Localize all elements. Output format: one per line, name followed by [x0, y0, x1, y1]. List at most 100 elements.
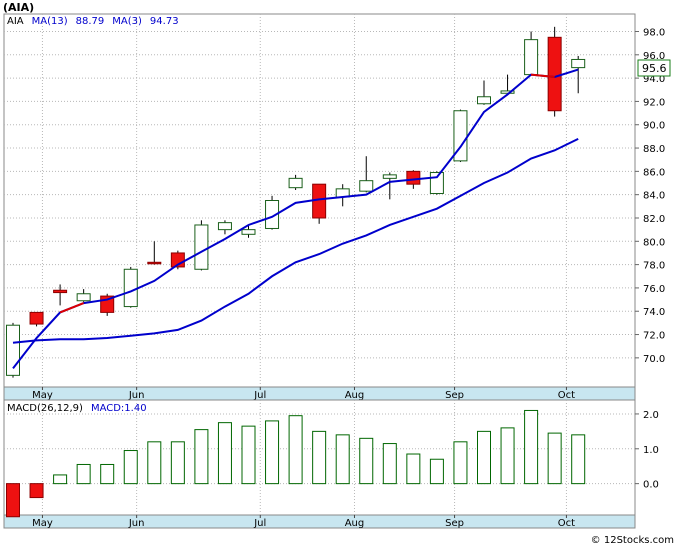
price-x-ticks: May Jun Jul Aug Sep Oct: [32, 387, 575, 401]
moving-averages: [12, 68, 579, 369]
price-x-tick-label: Jun: [128, 390, 145, 401]
macd-bar: [429, 458, 444, 485]
candle-body: [477, 96, 491, 105]
macd-bar: [170, 441, 185, 485]
macd-bar: [406, 453, 421, 485]
candle-body: [312, 183, 327, 219]
ma-line: [12, 68, 579, 369]
last-price-badge: 95.6: [637, 59, 671, 77]
macd-legend: MACD(26,12,9) MACD:1.40: [7, 403, 147, 414]
macd-bar: [241, 425, 256, 485]
macd-bar: [312, 430, 327, 485]
price-legend: AIA MA(13) 88.79 MA(3) 94.73: [7, 16, 179, 27]
price-x-tick-label: Sep: [445, 390, 464, 401]
price-y-tick-label: 84.0: [643, 191, 665, 202]
price-legend-item: 94.73: [150, 16, 179, 27]
price-xaxis-band: [3, 386, 636, 401]
candle-body: [571, 58, 586, 69]
price-y-tick-label: 90.0: [643, 121, 665, 132]
price-y-tick-label: 74.0: [643, 307, 665, 318]
candle-body: [76, 293, 91, 302]
macd-xaxis-band: [3, 514, 636, 529]
macd-bar: [288, 415, 303, 485]
macd-x-tick-label: Jun: [128, 518, 145, 529]
macd-x-tick-label: Jul: [253, 518, 266, 529]
candle-body: [241, 229, 256, 235]
macd-bar: [217, 422, 232, 485]
macd-y-tick-label: 0.0: [643, 480, 659, 491]
ma-down-segment: [531, 73, 555, 78]
price-y-tick-label: 96.0: [643, 51, 665, 62]
candle-body: [217, 222, 232, 231]
price-grid: [4, 14, 635, 387]
macd-x-tick-label: May: [32, 518, 53, 529]
macd-x-ticks: May Jun Jul Aug Sep Oct: [32, 515, 575, 529]
price-y-tick-label: 70.0: [643, 354, 665, 365]
price-y-tick-label: 80.0: [643, 237, 665, 248]
price-y-tick-label: 98.0: [643, 27, 665, 38]
ma-line: [12, 137, 579, 344]
price-x-tick-label: Aug: [345, 390, 365, 401]
price-legend-item: MA(3): [112, 16, 142, 27]
price-x-tick-label: Oct: [558, 390, 575, 401]
macd-bar: [524, 409, 539, 485]
macd-bar: [6, 483, 20, 518]
macd-bar: [194, 429, 209, 485]
macd-bar: [571, 434, 586, 485]
candle-body: [194, 224, 209, 270]
macd-bar: [100, 463, 115, 485]
candle-body: [265, 200, 280, 229]
price-y-tick-label: 78.0: [643, 261, 665, 272]
credit-text: © 12Stocks.com: [590, 535, 674, 546]
macd-y-tick-label: 1.0: [643, 445, 659, 456]
ma-down-segment: [59, 302, 85, 314]
candle-body: [524, 39, 539, 76]
price-legend-item: AIA: [7, 16, 24, 27]
macd-x-tick-label: Oct: [558, 518, 575, 529]
price-y-tick-label: 92.0: [643, 97, 665, 108]
macd-bar: [500, 427, 515, 485]
candle-body: [382, 174, 397, 179]
macd-bar: [29, 483, 44, 499]
candle-body: [359, 180, 374, 192]
macd-bar: [76, 463, 91, 485]
price-legend-item: 88.79: [76, 16, 105, 27]
macd-bars: [6, 409, 586, 518]
macd-bar: [147, 441, 162, 485]
ticker-title: (AIA): [3, 1, 34, 14]
price-x-tick-label: Jul: [253, 390, 266, 401]
price-y-tick-label: 88.0: [643, 144, 665, 155]
price-y-tick-label: 82.0: [643, 214, 665, 225]
price-y-tick-label: 76.0: [643, 284, 665, 295]
candle-body: [29, 311, 44, 325]
macd-bar: [123, 450, 138, 485]
price-y-tick-label: 94.0: [643, 74, 665, 85]
price-y-tick-label: 72.0: [643, 331, 665, 342]
macd-bar: [477, 430, 491, 485]
macd-bar: [53, 474, 68, 485]
price-y-tick-label: 86.0: [643, 167, 665, 178]
price-legend-item: MA(13): [32, 16, 68, 27]
last-price-label: 95.6: [642, 62, 667, 75]
macd-bar: [335, 434, 350, 485]
macd-legend-item: MACD:1.40: [91, 403, 147, 414]
candle-body: [547, 36, 562, 112]
macd-bar: [359, 437, 374, 485]
price-y-ticks: 70.0 72.0 74.0 76.0 78.0 80.0 82.0 84.0 86.0 88.0…: [635, 27, 665, 365]
candle-body: [288, 177, 303, 189]
macd-y-ticks: 0.0 1.0 2.0: [635, 410, 659, 491]
macd-bar: [382, 443, 397, 485]
macd-bar: [265, 420, 280, 485]
candle-body: [406, 170, 421, 185]
macd-x-tick-label: Aug: [345, 518, 365, 529]
macd-x-tick-label: Sep: [445, 518, 464, 529]
candle-body: [53, 289, 68, 294]
price-x-tick-label: May: [32, 390, 53, 401]
candle-body: [123, 268, 138, 308]
macd-bar: [453, 441, 468, 485]
macd-bar: [547, 432, 562, 485]
candle-body: [147, 261, 162, 265]
price-candles: [6, 26, 586, 378]
macd-y-tick-label: 2.0: [643, 410, 659, 421]
